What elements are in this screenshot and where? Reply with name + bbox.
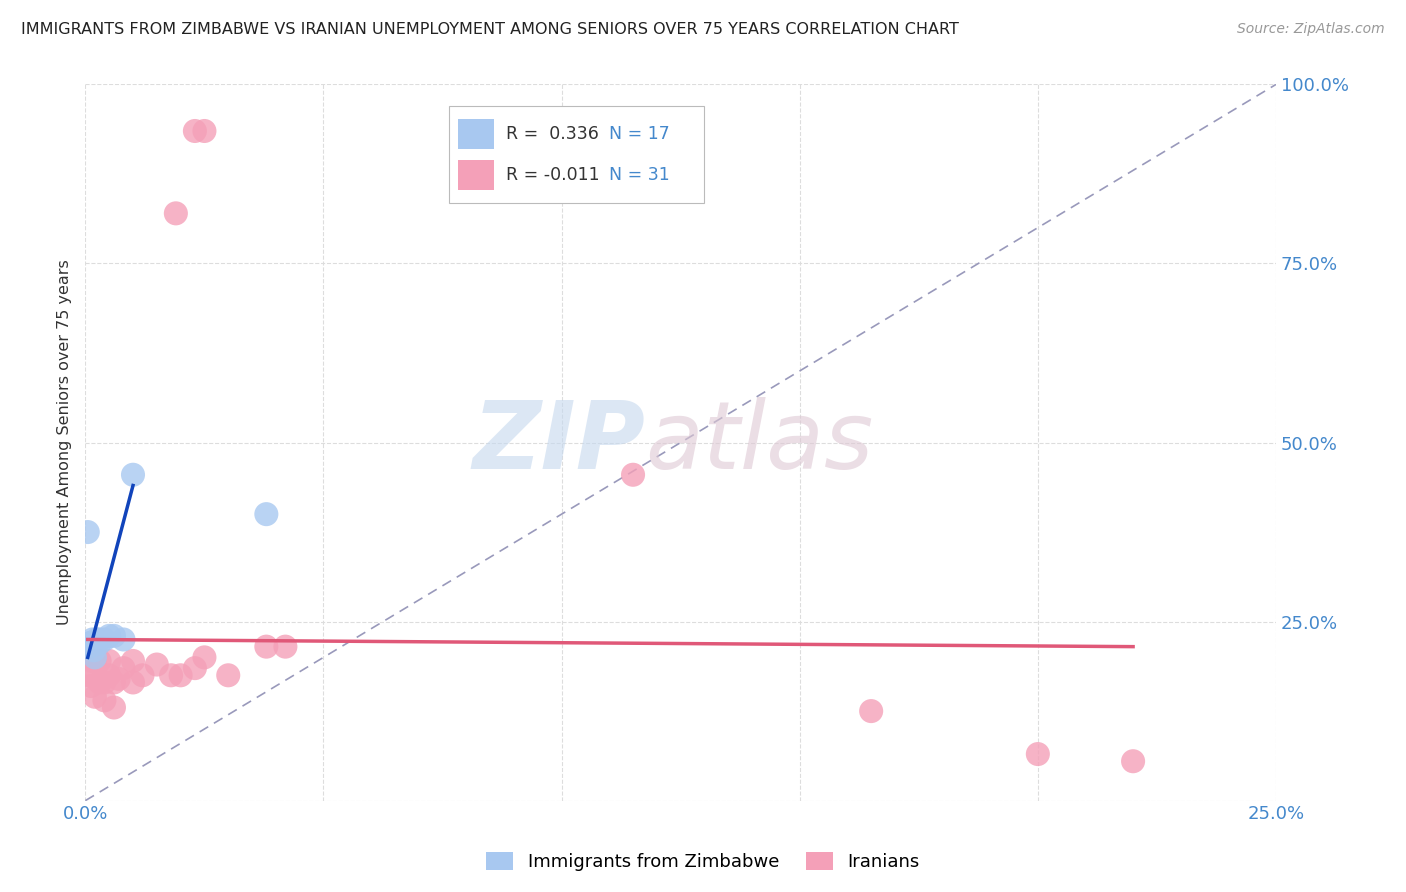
Point — [83, 650, 105, 665]
Point — [93, 675, 115, 690]
Point — [160, 668, 183, 682]
Point — [79, 668, 101, 682]
Point — [76, 524, 98, 539]
Text: IMMIGRANTS FROM ZIMBABWE VS IRANIAN UNEMPLOYMENT AMONG SENIORS OVER 75 YEARS COR: IMMIGRANTS FROM ZIMBABWE VS IRANIAN UNEM… — [21, 22, 959, 37]
Point — [169, 668, 191, 682]
Point — [1122, 754, 1144, 768]
Point — [77, 636, 100, 650]
Point — [79, 640, 101, 654]
Point — [89, 675, 111, 690]
Point — [193, 650, 215, 665]
Point — [122, 654, 145, 668]
Point — [103, 700, 125, 714]
FancyBboxPatch shape — [449, 106, 704, 202]
Point — [89, 636, 111, 650]
Text: atlas: atlas — [645, 397, 873, 488]
Point — [184, 124, 207, 138]
Point — [122, 467, 145, 482]
Point — [103, 629, 125, 643]
Point — [165, 206, 187, 220]
Point — [254, 507, 277, 521]
Text: ZIP: ZIP — [472, 397, 645, 489]
Point — [89, 654, 111, 668]
Text: R =  0.336: R = 0.336 — [506, 125, 599, 143]
Point — [98, 629, 121, 643]
Point — [146, 657, 169, 672]
Point — [621, 467, 644, 482]
Point — [80, 679, 103, 693]
Point — [93, 693, 115, 707]
Point — [274, 640, 297, 654]
Point — [89, 632, 111, 647]
Point — [93, 632, 115, 647]
Point — [112, 661, 135, 675]
Point — [83, 643, 105, 657]
Point — [1026, 747, 1049, 761]
Point — [83, 654, 105, 668]
Point — [112, 632, 135, 647]
Point — [254, 640, 277, 654]
Point — [131, 668, 153, 682]
Point — [98, 654, 121, 668]
Point — [82, 654, 104, 668]
Text: N = 17: N = 17 — [609, 125, 671, 143]
Legend: Immigrants from Zimbabwe, Iranians: Immigrants from Zimbabwe, Iranians — [479, 845, 927, 879]
FancyBboxPatch shape — [458, 119, 494, 149]
Point — [76, 668, 98, 682]
Point — [98, 668, 121, 682]
Point — [193, 124, 215, 138]
Text: R = -0.011: R = -0.011 — [506, 167, 599, 185]
Point — [184, 661, 207, 675]
Point — [860, 704, 883, 718]
Text: Source: ZipAtlas.com: Source: ZipAtlas.com — [1237, 22, 1385, 37]
Point — [217, 668, 239, 682]
Point — [122, 675, 145, 690]
Point — [103, 675, 125, 690]
Text: N = 31: N = 31 — [609, 167, 671, 185]
Y-axis label: Unemployment Among Seniors over 75 years: Unemployment Among Seniors over 75 years — [58, 260, 72, 625]
Point — [82, 632, 104, 647]
Point — [80, 636, 103, 650]
Point — [107, 672, 129, 686]
FancyBboxPatch shape — [458, 160, 494, 190]
Point — [86, 632, 108, 647]
Point — [83, 636, 105, 650]
Point — [83, 690, 105, 704]
